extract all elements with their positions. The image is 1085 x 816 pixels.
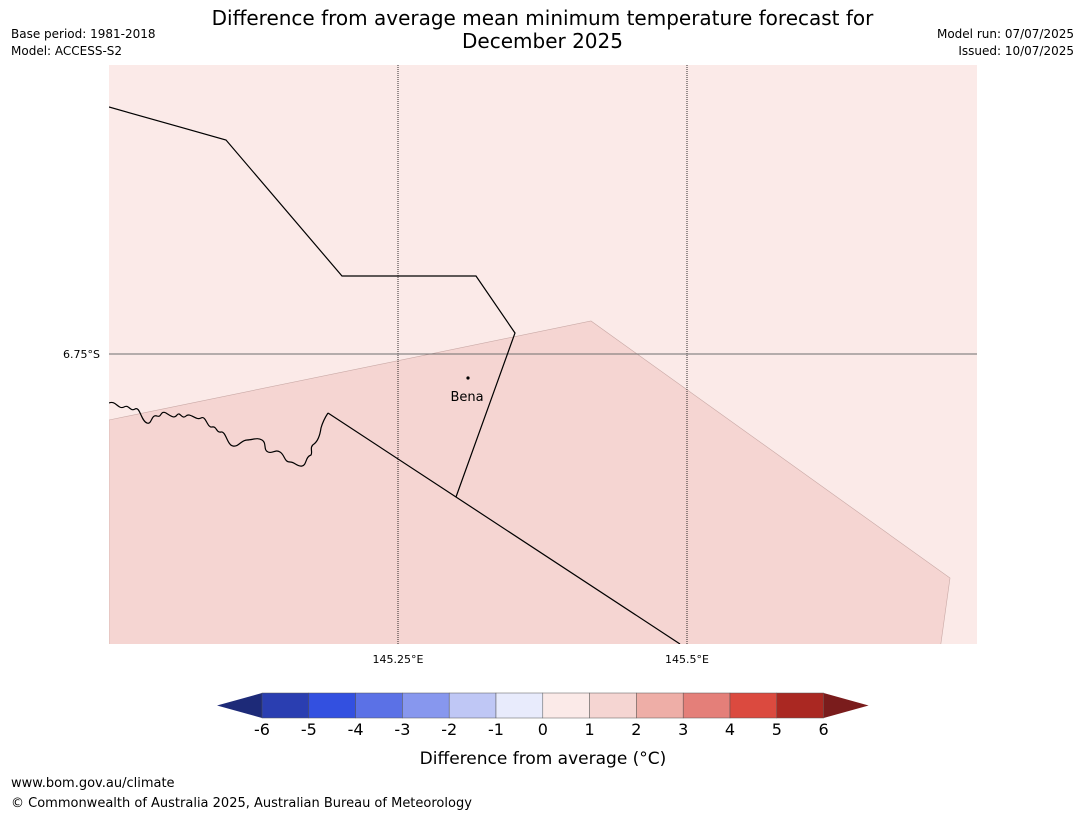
colorbar-segment — [355, 692, 403, 719]
meta-right: Model run: 07/07/2025 Issued: 10/07/2025 — [937, 26, 1074, 60]
colorbar-segment — [495, 692, 544, 719]
colorbar-tick-label: 5 — [772, 720, 782, 739]
colorbar-segment — [729, 692, 778, 719]
river-coastline — [109, 401, 329, 467]
colorbar-tick-label: 1 — [585, 720, 595, 739]
colorbar-tick-label: 0 — [538, 720, 548, 739]
colorbar-tick-label: -5 — [301, 720, 317, 739]
colorbar-tick-label: -3 — [394, 720, 410, 739]
colorbar-tick-label: -6 — [254, 720, 270, 739]
colorbar-tick-label: -1 — [488, 720, 504, 739]
chart-title: Difference from average mean minimum tem… — [0, 7, 1085, 53]
province-boundary-north — [109, 106, 516, 498]
colorbar-tick-label: -4 — [348, 720, 364, 739]
colorbar-tick-label: 2 — [631, 720, 641, 739]
model-name: Model: ACCESS-S2 — [11, 44, 123, 58]
colorbar-segment — [589, 692, 637, 719]
colorbar-extend-max — [823, 693, 869, 718]
colorbar-segment — [402, 692, 450, 719]
base-period: Base period: 1981-2018 — [11, 27, 156, 41]
colorbar-tick-label: 4 — [725, 720, 735, 739]
colorbar: -6 -5 -4 -3 -2 -1 0 1 2 3 4 5 6 — [217, 692, 869, 739]
colorbar-segment — [261, 692, 310, 719]
colorbar-segment — [776, 692, 824, 719]
colorbar-extend-min — [217, 693, 262, 718]
title-line-2: December 2025 — [462, 29, 623, 53]
model-run: Model run: 07/07/2025 — [936, 27, 1074, 41]
lat-label: 6.75°S — [63, 348, 100, 361]
colorbar-tick-label: 3 — [678, 720, 688, 739]
bena-town-label: Bena — [450, 390, 483, 405]
colorbar-segment — [308, 692, 356, 719]
bena-town-marker — [466, 376, 470, 380]
colorbar-segment — [542, 692, 590, 719]
title-line-1: Difference from average mean minimum tem… — [211, 6, 874, 30]
footer-url: www.bom.gov.au/climate — [11, 776, 175, 791]
colorbar-segment — [682, 692, 731, 719]
issued-date: Issued: 10/07/2025 — [958, 44, 1074, 58]
footer-copyright: © Commonwealth of Australia 2025, Austra… — [11, 796, 472, 811]
colorbar-label: Difference from average (°C) — [420, 749, 667, 769]
colorbar-tick-label: 6 — [819, 720, 829, 739]
colorbar-segment — [448, 692, 497, 719]
meta-left: Base period: 1981-2018 Model: ACCESS-S2 — [11, 26, 156, 60]
colorbar-segment — [636, 692, 684, 719]
colorbar-tick-label: -2 — [441, 720, 457, 739]
lon-label-145-5: 145.5°E — [665, 653, 709, 666]
lon-label-145-25: 145.25°E — [373, 653, 424, 666]
province-boundary-south — [327, 412, 681, 644]
temperature-anomaly-region — [109, 320, 951, 644]
